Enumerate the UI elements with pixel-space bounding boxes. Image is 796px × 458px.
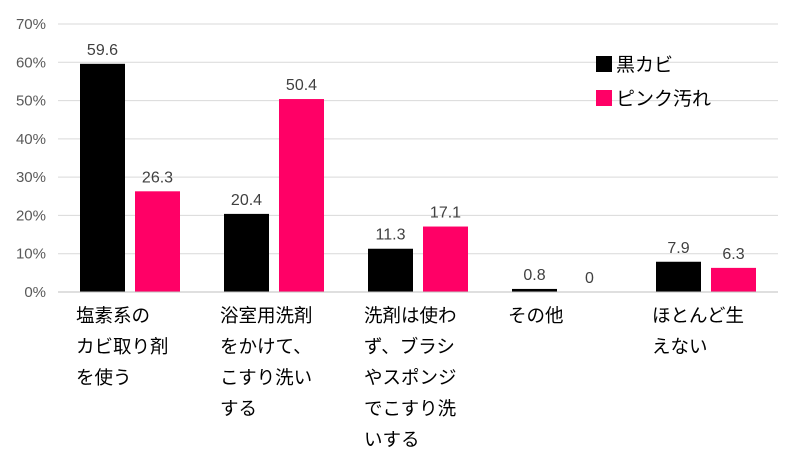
bars (80, 63, 756, 293)
bar (224, 213, 269, 292)
data-label: 0 (585, 270, 594, 287)
category-label: を使う (76, 368, 132, 389)
y-tick-label: 60% (16, 54, 46, 71)
y-tick-label: 0% (24, 284, 46, 301)
bar (135, 191, 180, 292)
data-label: 59.6 (87, 42, 118, 59)
data-label: 26.3 (142, 169, 173, 186)
category-label: でこすり洗 (364, 399, 456, 420)
category-label: えない (652, 337, 708, 358)
legend-label: ピンク汚れ (616, 88, 711, 110)
category-label: いする (364, 430, 420, 451)
category-label: やスポンジ (364, 368, 457, 389)
y-tick-label: 40% (16, 131, 46, 148)
y-axis-ticks: 0% 10% 20% 30% 40% 50% 60% 70% (16, 16, 46, 301)
category-label: 洗剤は使わ (364, 306, 457, 327)
bar (80, 63, 125, 293)
bar (279, 99, 324, 292)
category-label: 浴室用洗剤 (220, 306, 313, 327)
data-label: 7.9 (667, 240, 689, 257)
category-label: ほとんど生 (652, 306, 744, 327)
category-label: をかけて、 (220, 337, 312, 358)
data-label: 50.4 (286, 77, 317, 94)
data-labels: 59.6 26.3 20.4 50.4 11.3 17.1 0.8 0 7.9 6.3 (87, 42, 745, 287)
legend-swatch (596, 56, 612, 72)
y-tick-label: 50% (16, 93, 46, 110)
y-tick-label: 30% (16, 169, 46, 186)
bar (368, 248, 413, 292)
legend-label: 黒カビ (616, 54, 673, 76)
data-label: 17.1 (430, 205, 461, 222)
category-label: ず、ブラシ (364, 336, 455, 358)
bar (711, 267, 756, 292)
data-label: 0.8 (523, 267, 545, 284)
bar (656, 261, 701, 292)
y-tick-label: 70% (16, 16, 46, 33)
category-label: こすり洗い (220, 368, 312, 389)
category-label: その他 (508, 306, 564, 327)
y-tick-label: 10% (16, 246, 46, 263)
category-label: する (220, 399, 257, 420)
category-label: 塩素系の (76, 306, 150, 327)
category-label: カビ取り剤 (76, 337, 169, 358)
data-label: 20.4 (231, 192, 262, 209)
data-label: 6.3 (722, 246, 744, 263)
bar (423, 226, 468, 292)
data-label: 11.3 (376, 227, 406, 244)
legend-swatch (596, 90, 612, 106)
y-tick-label: 20% (16, 207, 46, 224)
bar (512, 288, 557, 292)
